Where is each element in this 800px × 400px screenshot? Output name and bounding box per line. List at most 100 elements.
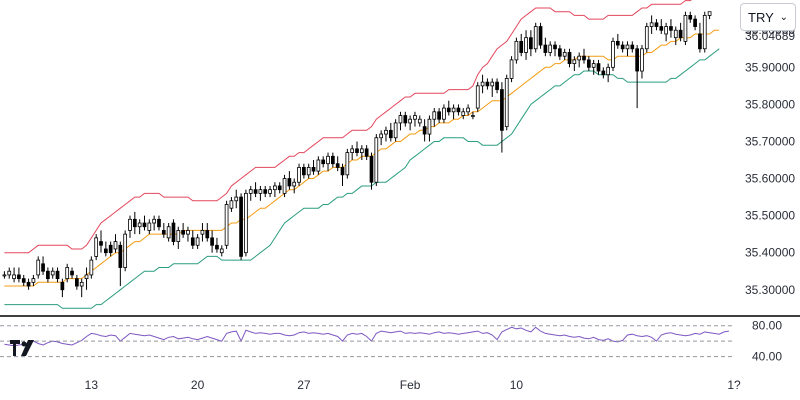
candle-body-down xyxy=(446,107,451,113)
candle xyxy=(500,82,504,153)
candle xyxy=(36,256,41,279)
candle xyxy=(432,108,437,127)
date-tick-label: 1? xyxy=(727,378,741,392)
candle xyxy=(118,241,123,287)
candle-body-down xyxy=(55,270,60,280)
candle-body-down xyxy=(596,63,601,72)
bollinger-upper-band-line xyxy=(4,0,692,254)
candle-body-up xyxy=(147,222,152,231)
candle-body-down xyxy=(287,178,292,187)
price-axis[interactable]: 35.30000 35.40000 35.50000 35.60000 35.70000… xyxy=(745,23,795,297)
candle-body-up xyxy=(408,118,412,124)
candle-body-up xyxy=(224,204,229,246)
candle-body-up xyxy=(562,52,567,57)
candle xyxy=(388,122,393,142)
candle-body-down xyxy=(311,167,316,172)
date-tick-label: 20 xyxy=(191,378,205,392)
candle xyxy=(321,156,326,168)
candle-body-up xyxy=(258,189,263,194)
chevron-down-icon: ⌄ xyxy=(779,11,788,23)
candle-body-up xyxy=(50,270,55,276)
candle-body-down xyxy=(17,274,21,280)
candle-body-down xyxy=(108,244,113,254)
candle-body-down xyxy=(41,263,45,272)
candle-body-up xyxy=(514,40,519,61)
candle-body-down xyxy=(567,52,572,65)
candle xyxy=(707,11,712,20)
candle-body-up xyxy=(417,118,422,124)
candle-body-down xyxy=(586,59,591,68)
candle-body-up xyxy=(702,15,707,50)
candle xyxy=(166,223,171,242)
rsi-pane: 80.00 40.00 xyxy=(0,319,782,364)
candle-body-down xyxy=(181,230,185,235)
candle-body-down xyxy=(215,244,219,250)
candle-body-down xyxy=(253,189,258,194)
candle-body-up xyxy=(577,55,582,61)
candle xyxy=(413,111,417,127)
candle xyxy=(475,82,480,112)
candle xyxy=(355,141,359,157)
candle xyxy=(466,104,470,116)
candle-body-up xyxy=(282,178,287,194)
candle xyxy=(673,26,678,46)
candle-body-down xyxy=(171,222,176,242)
candle-body-up xyxy=(673,29,678,39)
candle xyxy=(316,156,321,175)
candle-body-up xyxy=(219,248,224,254)
candle xyxy=(422,119,427,142)
candle-body-down xyxy=(75,278,79,287)
candle-body-down xyxy=(26,281,31,287)
candle xyxy=(427,115,432,142)
price-tick-label: 35.40000 xyxy=(745,246,795,260)
candle-body-down xyxy=(364,148,369,157)
candle-body-down xyxy=(620,44,625,50)
candle xyxy=(331,152,335,168)
candle-body-down xyxy=(239,196,243,257)
candle-body-up xyxy=(306,167,311,176)
candle-body-down xyxy=(60,281,65,291)
candle xyxy=(548,41,553,57)
currency-selector[interactable]: TRY ⌄ xyxy=(740,3,796,31)
candle xyxy=(161,223,166,238)
candle xyxy=(606,63,611,83)
candle-body-up xyxy=(345,152,350,176)
candle-body-up xyxy=(186,230,190,235)
candle xyxy=(374,134,379,186)
candle-body-up xyxy=(475,85,480,109)
candle xyxy=(50,267,55,279)
tradingview-logo-icon[interactable] xyxy=(10,340,44,360)
candle xyxy=(446,100,451,116)
candle xyxy=(186,226,190,242)
candle xyxy=(224,200,229,249)
candle xyxy=(292,178,297,194)
candle xyxy=(369,152,374,190)
candle-body-up xyxy=(350,148,355,153)
candle-body-down xyxy=(46,270,50,280)
candle xyxy=(75,274,79,290)
candle xyxy=(7,267,12,279)
candle xyxy=(702,11,707,53)
candle xyxy=(282,174,287,198)
candle-body-up xyxy=(297,167,301,183)
candle xyxy=(273,182,277,198)
candle-body-down xyxy=(388,129,393,139)
candle-body-up xyxy=(524,37,528,53)
candle-body-up xyxy=(398,115,403,124)
price-tick-label: 35.70000 xyxy=(745,134,795,148)
candle-body-down xyxy=(538,26,543,46)
candle xyxy=(123,230,128,272)
candle-body-down xyxy=(529,37,533,50)
candle-body-down xyxy=(678,29,683,39)
candle xyxy=(345,148,350,179)
time-axis[interactable]: 13 20 27 Feb 10 1? xyxy=(85,378,741,392)
candle-body-up xyxy=(84,274,89,280)
candle xyxy=(596,59,601,75)
candle xyxy=(562,48,567,60)
candle xyxy=(70,267,74,279)
candle xyxy=(625,41,630,57)
candle-body-up xyxy=(2,274,7,277)
candle xyxy=(215,237,219,253)
candle-body-down xyxy=(669,26,673,31)
